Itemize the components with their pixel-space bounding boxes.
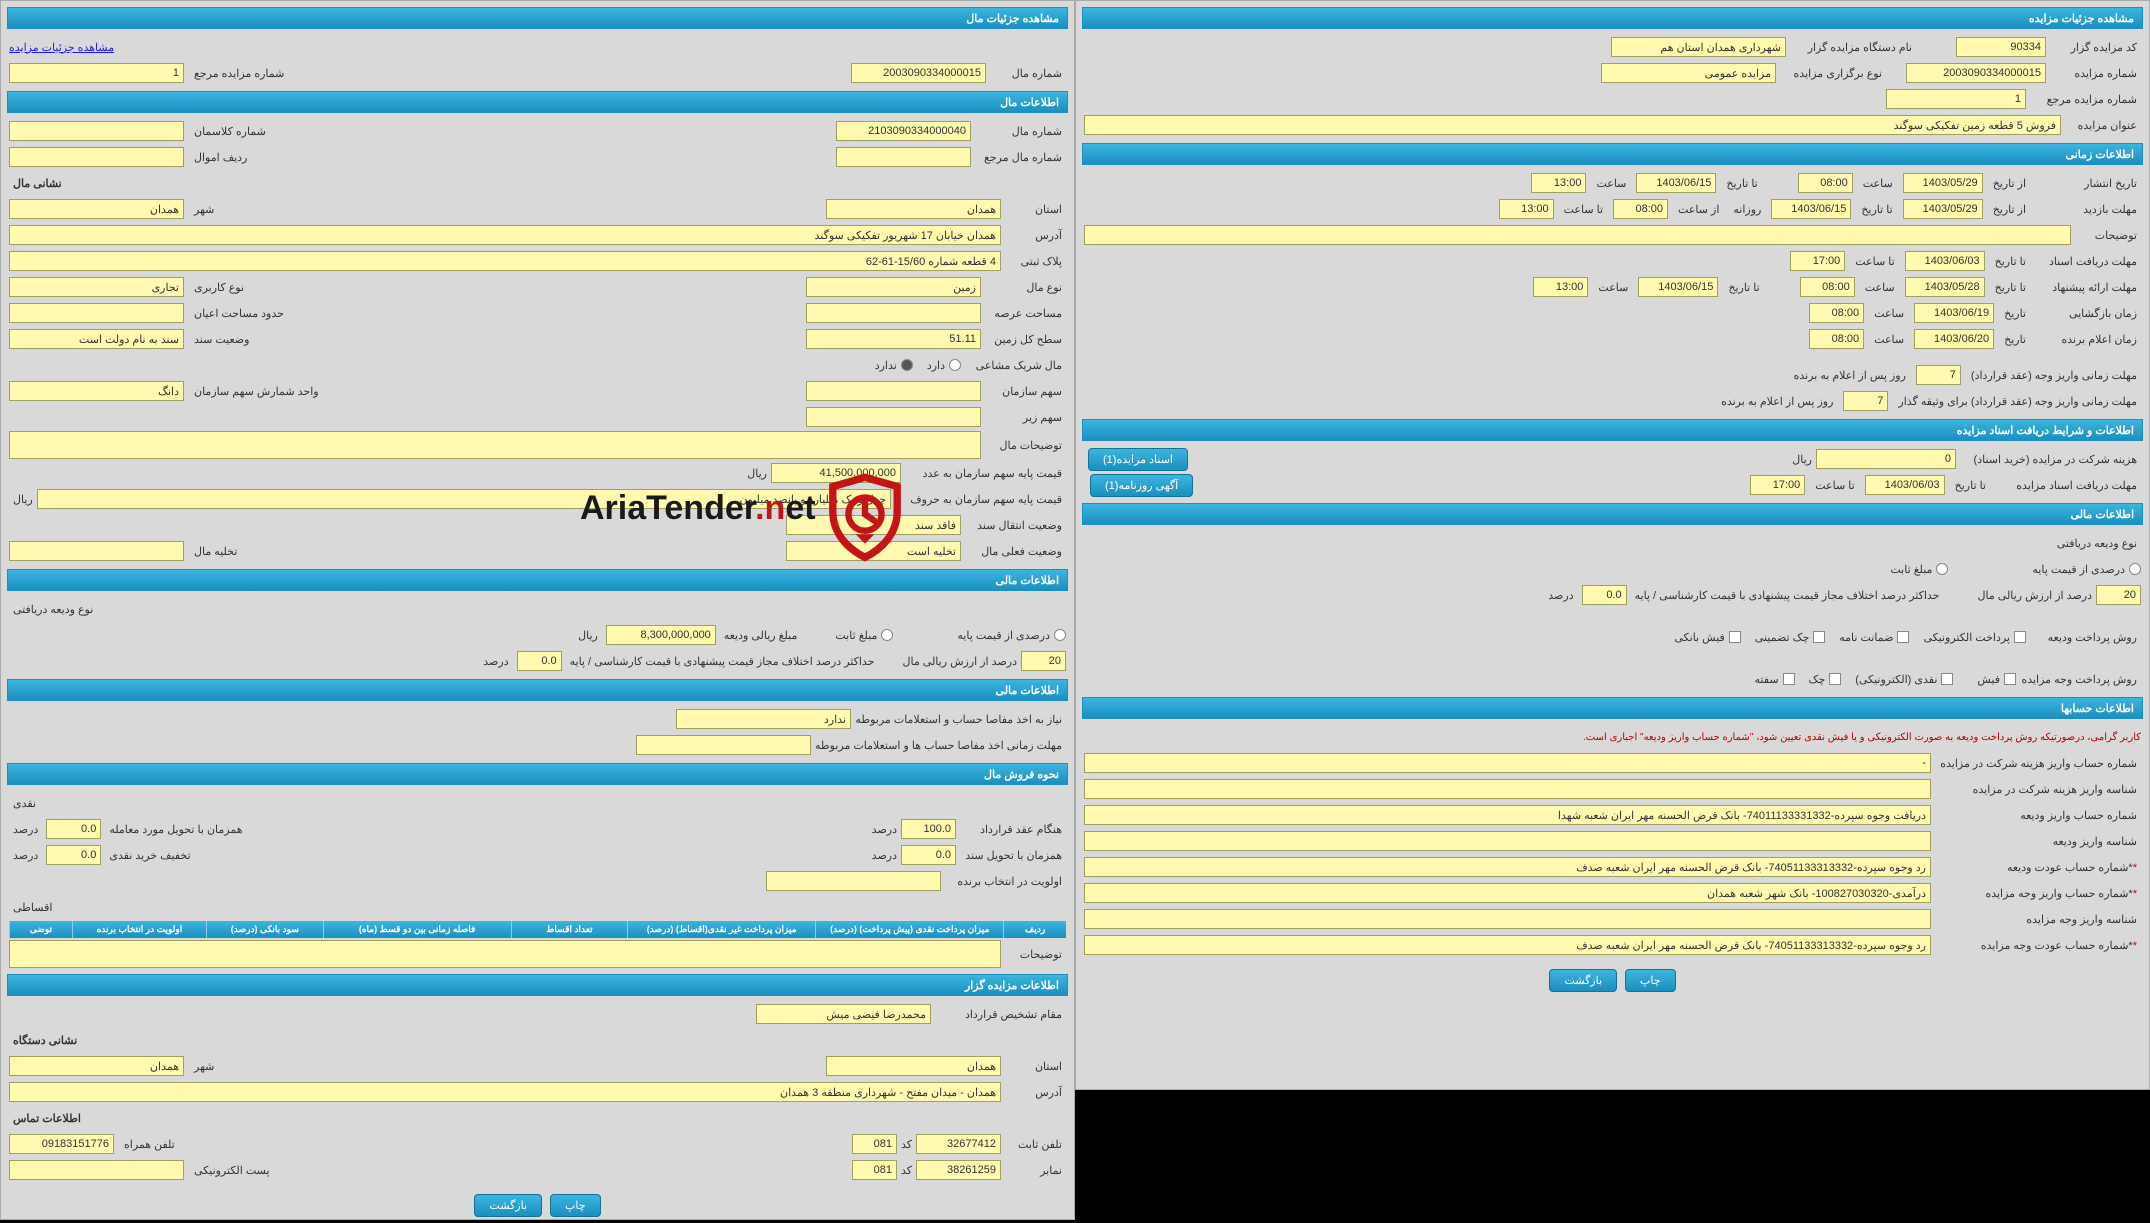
lbl-hold-type: نوع برگزاری مزایده [1776, 67, 1886, 80]
radio-fixed[interactable] [1936, 563, 1948, 575]
account-warning: کاربر گرامی، درصورتیکه روش پرداخت ودیعه … [1583, 732, 2141, 743]
val-acc7 [1084, 909, 1931, 929]
section-doc-conditions: اطلاعات و شرایط دریافت اسناد مزایده [1082, 419, 2143, 441]
lbl-publish-date: تاریخ انتشار [2036, 177, 2141, 190]
lbl-ref-no: شماره مزایده مرجع [2026, 93, 2141, 106]
link-auction-details[interactable]: مشاهده جزئیات مزایده [9, 41, 114, 54]
btn-auction-docs[interactable]: اسناد مزایده(1) [1088, 448, 1188, 471]
val-acc2 [1084, 779, 1931, 799]
lbl-open-time: زمان بازگشایی [2036, 307, 2141, 320]
chk-fish[interactable] [2004, 673, 2016, 685]
lbl-doc-deadline: مهلت دریافت اسناد [2036, 255, 2141, 268]
lbl-agency-name: نام دستگاه مزایده گزار [1786, 41, 1916, 54]
chk-cash-e[interactable] [1941, 673, 1953, 685]
section-accounts: اطلاعات حسابها [1082, 697, 2143, 719]
chk-safte[interactable] [1783, 673, 1795, 685]
val-acc6: درآمدی-100827030320- بانک شهر شعبه همدان [1084, 883, 1931, 903]
installment-table-header: ردیف میزان پرداخت نقدی (پیش پرداخت) (درص… [9, 921, 1066, 938]
val-acc4 [1084, 831, 1931, 851]
val-acc1: - [1084, 753, 1931, 773]
section-asset-info: اطلاعات مال [7, 91, 1068, 113]
btn-print-left[interactable]: چاپ [1625, 969, 1676, 992]
val-time-desc [1084, 225, 2071, 245]
chk-cheque-t[interactable] [1813, 631, 1825, 643]
val-d1: 1403/05/29 [1903, 173, 1983, 193]
section-time-info: اطلاعات زمانی [1082, 143, 2143, 165]
btn-journal[interactable]: آگهی روزنامه(1) [1090, 474, 1193, 497]
section-auction-details: مشاهده جزئیات مزایده [1082, 7, 2143, 29]
lbl-title: عنوان مزایده [2061, 119, 2141, 132]
val-auctioneer-code: 90334 [1956, 37, 2046, 57]
btn-back-right[interactable]: بازگشت [474, 1194, 542, 1217]
val-ref-no: 1 [1886, 89, 2026, 109]
radio-base-pct[interactable] [2129, 563, 2141, 575]
lbl-offer-deadline: مهلت ارائه پیشنهاد [2036, 281, 2141, 294]
chk-cheque[interactable] [1829, 673, 1841, 685]
btn-back-left[interactable]: بازگشت [1549, 969, 1617, 992]
val-agency-name: شهرداری همدان استان هم [1611, 37, 1786, 57]
lbl-auctioneer-code: کد مزایده گزار [2046, 41, 2141, 54]
val-acc8: رد وجوه سپرده-74051133313332- بانک قرض ا… [1084, 935, 1931, 955]
val-auction-no: 2003090334000015 [1906, 63, 2046, 83]
lbl-winner-announce: زمان اعلام برنده [2036, 333, 2141, 346]
chk-epay[interactable] [2014, 631, 2026, 643]
val-acc5: رد وجوه سپرده-74051133313332- بانک قرض ا… [1084, 857, 1931, 877]
chk-guarantee[interactable] [1897, 631, 1909, 643]
val-hold-type: مزایده عمومی [1601, 63, 1776, 83]
btn-print-right[interactable]: چاپ [550, 1194, 601, 1217]
lbl-visit-deadline: مهلت بازدید [2036, 203, 2141, 216]
section-asset-details: مشاهده جزئیات مال [7, 7, 1068, 29]
radio-nohave[interactable] [901, 359, 913, 371]
radio-has[interactable] [949, 359, 961, 371]
asset-details-pane: مشاهده جزئیات مال مشاهده جزئیات مزایده ش… [0, 0, 1075, 1220]
lbl-auction-no: شماره مزایده [2046, 67, 2141, 80]
auction-details-pane: مشاهده جزئیات مزایده کد مزایده گزار 9033… [1075, 0, 2150, 1090]
section-financial: اطلاعات مالی [1082, 503, 2143, 525]
val-acc3: دریافت وجوه سپرده-74011133331332- بانک ق… [1084, 805, 1931, 825]
val-title: فروش 5 قطعه زمین تفکیکی سوگند [1084, 115, 2061, 135]
chk-bankfish[interactable] [1729, 631, 1741, 643]
